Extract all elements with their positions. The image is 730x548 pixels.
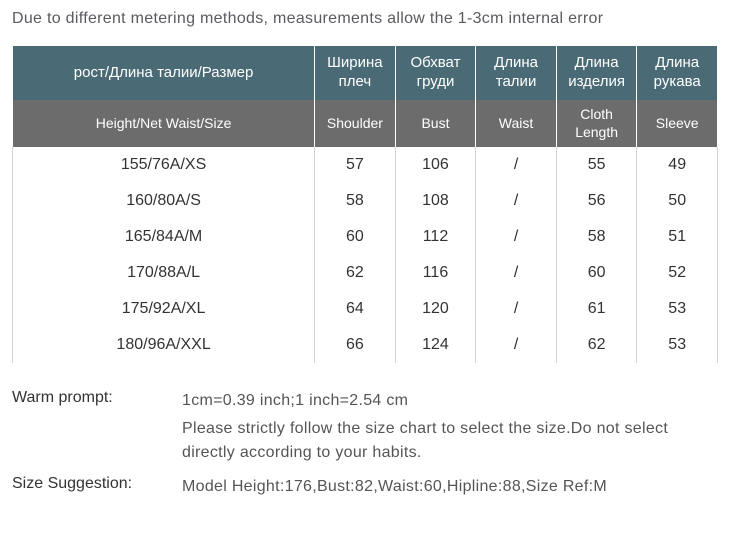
size-suggestion-text: Model Height:176,Bust:82,Waist:60,Hiplin… [182,475,718,499]
warm-prompt-line1: 1cm=0.39 inch;1 inch=2.54 cm [182,389,718,413]
header-ru-shoulder: Ширина плеч [315,46,396,100]
table-cell: 51 [637,219,718,255]
header-row-ru: рост/Длина талии/Размер Ширина плеч Обхв… [13,46,718,100]
header-en-waist: Waist [476,100,557,147]
header-ru-sleeve: Длина рукава [637,46,718,100]
table-cell: 120 [395,291,476,327]
table-row: 170/88A/L62116/6052 [13,255,718,291]
table-cell: 62 [556,327,637,363]
table-cell: 165/84A/M [13,219,315,255]
table-cell: 53 [637,291,718,327]
table-cell: 106 [395,147,476,183]
table-cell: 58 [556,219,637,255]
header-en-sleeve: Sleeve [637,100,718,147]
header-en-length: Cloth Length [556,100,637,147]
size-suggestion-row: Size Suggestion: Model Height:176,Bust:8… [12,475,718,499]
table-cell: 56 [556,183,637,219]
table-cell: 57 [315,147,396,183]
table-row: 175/92A/XL64120/6153 [13,291,718,327]
table-cell: 66 [315,327,396,363]
table-cell: 53 [637,327,718,363]
header-ru-length: Длина изделия [556,46,637,100]
table-cell: 55 [556,147,637,183]
header-row-en: Height/Net Waist/Size Shoulder Bust Wais… [13,100,718,147]
table-cell: 50 [637,183,718,219]
header-ru-waist: Длина талии [476,46,557,100]
table-cell: / [476,183,557,219]
table-cell: 108 [395,183,476,219]
table-cell: 124 [395,327,476,363]
table-cell: 49 [637,147,718,183]
warm-prompt-line2: Please strictly follow the size chart to… [182,417,718,465]
table-cell: 155/76A/XS [13,147,315,183]
table-cell: / [476,219,557,255]
footer-section: Warm prompt: 1cm=0.39 inch;1 inch=2.54 c… [12,389,718,499]
table-cell: 175/92A/XL [13,291,315,327]
warm-prompt-row: Warm prompt: 1cm=0.39 inch;1 inch=2.54 c… [12,389,718,469]
table-cell: 160/80A/S [13,183,315,219]
table-cell: 112 [395,219,476,255]
warm-prompt-text: 1cm=0.39 inch;1 inch=2.54 cm Please stri… [182,389,718,469]
table-cell: 64 [315,291,396,327]
table-cell: 60 [556,255,637,291]
table-cell: 116 [395,255,476,291]
size-chart-body: 155/76A/XS57106/5549160/80A/S58108/56501… [13,147,718,363]
header-en-bust: Bust [395,100,476,147]
table-row: 180/96A/XXL66124/6253 [13,327,718,363]
size-suggestion-label: Size Suggestion: [12,475,182,493]
header-en-shoulder: Shoulder [315,100,396,147]
table-row: 160/80A/S58108/5650 [13,183,718,219]
table-cell: / [476,147,557,183]
table-cell: 180/96A/XXL [13,327,315,363]
table-cell: / [476,291,557,327]
warm-prompt-label: Warm prompt: [12,389,182,407]
table-cell: / [476,255,557,291]
header-ru-bust: Обхват груди [395,46,476,100]
table-row: 165/84A/M60112/5851 [13,219,718,255]
header-ru-size: рост/Длина талии/Размер [13,46,315,100]
measurement-note: Due to different metering methods, measu… [12,10,718,28]
table-cell: 58 [315,183,396,219]
header-en-size: Height/Net Waist/Size [13,100,315,147]
table-cell: 62 [315,255,396,291]
table-cell: / [476,327,557,363]
size-chart-table: рост/Длина талии/Размер Ширина плеч Обхв… [12,46,718,363]
table-cell: 60 [315,219,396,255]
table-cell: 52 [637,255,718,291]
table-row: 155/76A/XS57106/5549 [13,147,718,183]
table-cell: 170/88A/L [13,255,315,291]
table-cell: 61 [556,291,637,327]
